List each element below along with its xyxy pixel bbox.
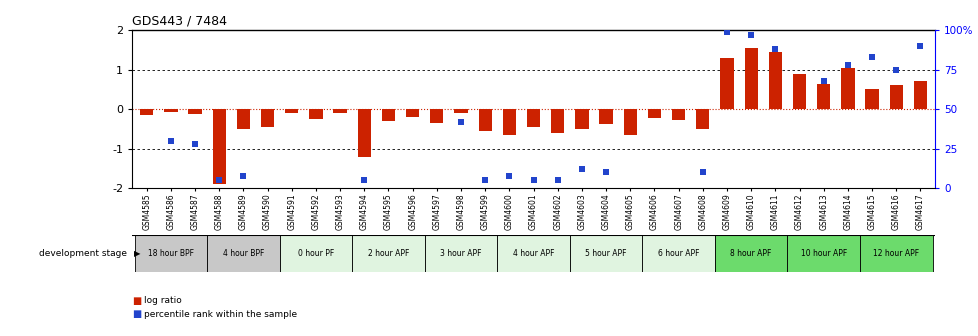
- Bar: [454, 109, 467, 113]
- Bar: [188, 109, 201, 114]
- Bar: [840, 68, 854, 109]
- Bar: [865, 89, 878, 109]
- Text: 3 hour APF: 3 hour APF: [440, 249, 481, 258]
- Bar: [424, 235, 497, 272]
- Bar: [623, 109, 637, 135]
- Bar: [671, 109, 685, 120]
- Bar: [497, 235, 569, 272]
- Bar: [280, 235, 352, 272]
- Text: 18 hour BPF: 18 hour BPF: [148, 249, 194, 258]
- Text: 0 hour PF: 0 hour PF: [297, 249, 333, 258]
- Text: 8 hour APF: 8 hour APF: [730, 249, 771, 258]
- Bar: [599, 109, 612, 124]
- Bar: [309, 109, 323, 119]
- Bar: [526, 109, 540, 127]
- Bar: [720, 58, 733, 109]
- Bar: [551, 109, 563, 133]
- Bar: [212, 109, 226, 184]
- Text: 10 hour APF: 10 hour APF: [800, 249, 846, 258]
- Text: percentile rank within the sample: percentile rank within the sample: [144, 310, 296, 319]
- Bar: [859, 235, 932, 272]
- Bar: [786, 235, 859, 272]
- Text: 2 hour APF: 2 hour APF: [368, 249, 409, 258]
- Bar: [503, 109, 515, 135]
- Text: 4 hour APF: 4 hour APF: [512, 249, 554, 258]
- Bar: [381, 109, 395, 121]
- Bar: [647, 109, 660, 118]
- Bar: [792, 74, 805, 109]
- Bar: [714, 235, 786, 272]
- Bar: [569, 235, 642, 272]
- Text: 6 hour APF: 6 hour APF: [657, 249, 698, 258]
- Bar: [768, 52, 781, 109]
- Bar: [285, 109, 298, 113]
- Text: ■: ■: [132, 309, 141, 319]
- Bar: [743, 48, 757, 109]
- Bar: [134, 235, 207, 272]
- Text: log ratio: log ratio: [144, 296, 182, 305]
- Bar: [164, 109, 177, 112]
- Bar: [429, 109, 443, 123]
- Bar: [237, 109, 249, 129]
- Bar: [333, 109, 346, 113]
- Bar: [140, 109, 154, 115]
- Text: development stage: development stage: [39, 249, 127, 258]
- Text: GDS443 / 7484: GDS443 / 7484: [132, 15, 227, 28]
- Text: ■: ■: [132, 296, 141, 306]
- Bar: [575, 109, 588, 129]
- Bar: [912, 81, 926, 109]
- Bar: [406, 109, 419, 117]
- Bar: [357, 109, 371, 157]
- Text: 4 hour BPF: 4 hour BPF: [222, 249, 264, 258]
- Bar: [889, 85, 902, 109]
- Bar: [695, 109, 709, 129]
- Bar: [207, 235, 280, 272]
- Bar: [817, 84, 829, 109]
- Text: 5 hour APF: 5 hour APF: [585, 249, 626, 258]
- Bar: [261, 109, 274, 127]
- Bar: [352, 235, 424, 272]
- Bar: [478, 109, 491, 131]
- Text: ▶: ▶: [134, 249, 141, 258]
- Bar: [642, 235, 714, 272]
- Text: 12 hour APF: 12 hour APF: [872, 249, 918, 258]
